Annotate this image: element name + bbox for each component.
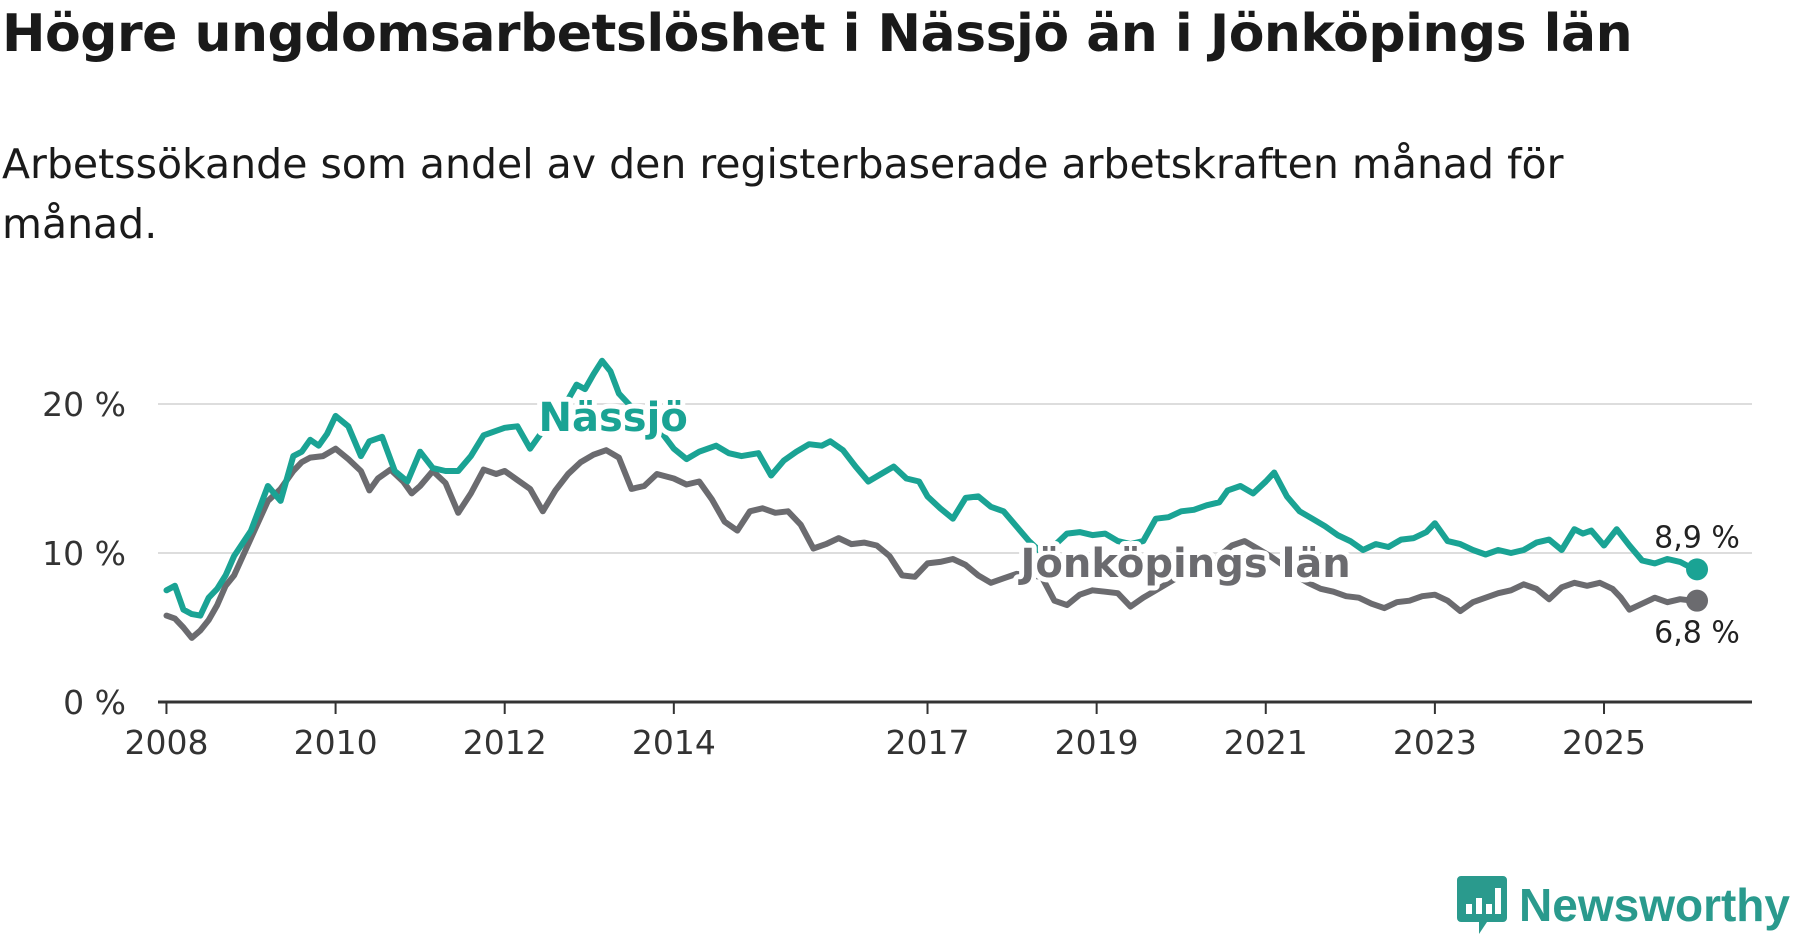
series-line-jonkopings-lan [163, 445, 1700, 641]
newsworthy-logo-icon [1457, 876, 1508, 934]
newsworthy-logo[interactable]: Newsworthy [1457, 874, 1790, 936]
end-point-jonkopings-lan [1686, 589, 1709, 612]
brand-name: Newsworthy [1519, 879, 1790, 931]
x-tick-label: 2014 [632, 723, 716, 762]
y-axis-ticks: 0 % 10 % 20 % [42, 385, 126, 722]
y-tick-label: 20 % [42, 385, 126, 424]
x-tick-label: 2008 [124, 723, 208, 762]
x-tick-label: 2025 [1562, 723, 1646, 762]
series-lines [163, 357, 1709, 641]
y-tick-label: 0 % [63, 683, 126, 722]
series-labels: Nässjö Jönköpings län 8,9 % 6,8 % [534, 390, 1740, 651]
x-axis-ticks: 2008 2010 2012 2014 2017 2019 2021 2023 2025 [124, 702, 1646, 762]
chart-title: Högre ungdomsarbetslöshet i Nässjö än i … [2, 4, 1633, 64]
x-tick-label: 2019 [1055, 723, 1139, 762]
end-label-nassjo: 8,9 % [1654, 520, 1740, 555]
x-tick-label: 2012 [463, 723, 547, 762]
x-tick-label: 2010 [294, 723, 378, 762]
end-label-jonkopings-lan: 6,8 % [1654, 616, 1740, 651]
chart-subtitle: Arbetssökande som andel av den registerb… [2, 140, 1564, 248]
end-point-nassjo [1686, 558, 1709, 581]
x-tick-label: 2017 [886, 723, 970, 762]
x-tick-label: 2021 [1224, 723, 1308, 762]
series-label-jonkopings-lan: Jönköpings län [1018, 541, 1351, 587]
x-tick-label: 2023 [1393, 723, 1477, 762]
series-line-nassjo [163, 357, 1700, 619]
y-tick-label: 10 % [42, 534, 126, 573]
series-label-nassjo: Nässjö [539, 395, 688, 441]
